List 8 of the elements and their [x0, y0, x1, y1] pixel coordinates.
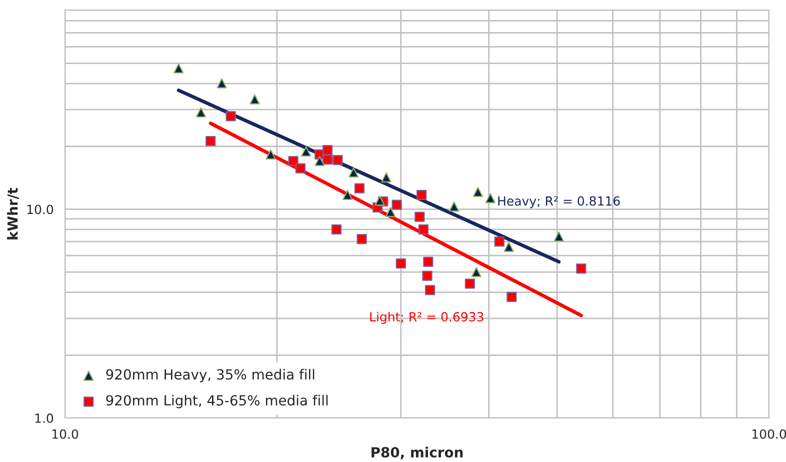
x-tick-label: 100.0 — [752, 429, 786, 439]
x-axis-title: P80, micron — [372, 446, 463, 460]
y-tick-label: 1.0 — [35, 413, 54, 423]
annotation: Light; R² = 0.6933 — [370, 312, 484, 324]
annotation: Heavy; R² = 0.8116 — [498, 196, 620, 208]
y-axis-title: kWhr/t — [7, 188, 19, 240]
legend-label: 920mm Heavy, 35% media fill — [106, 368, 314, 382]
legend-label: 920mm Light, 45-65% media fill — [106, 394, 328, 408]
